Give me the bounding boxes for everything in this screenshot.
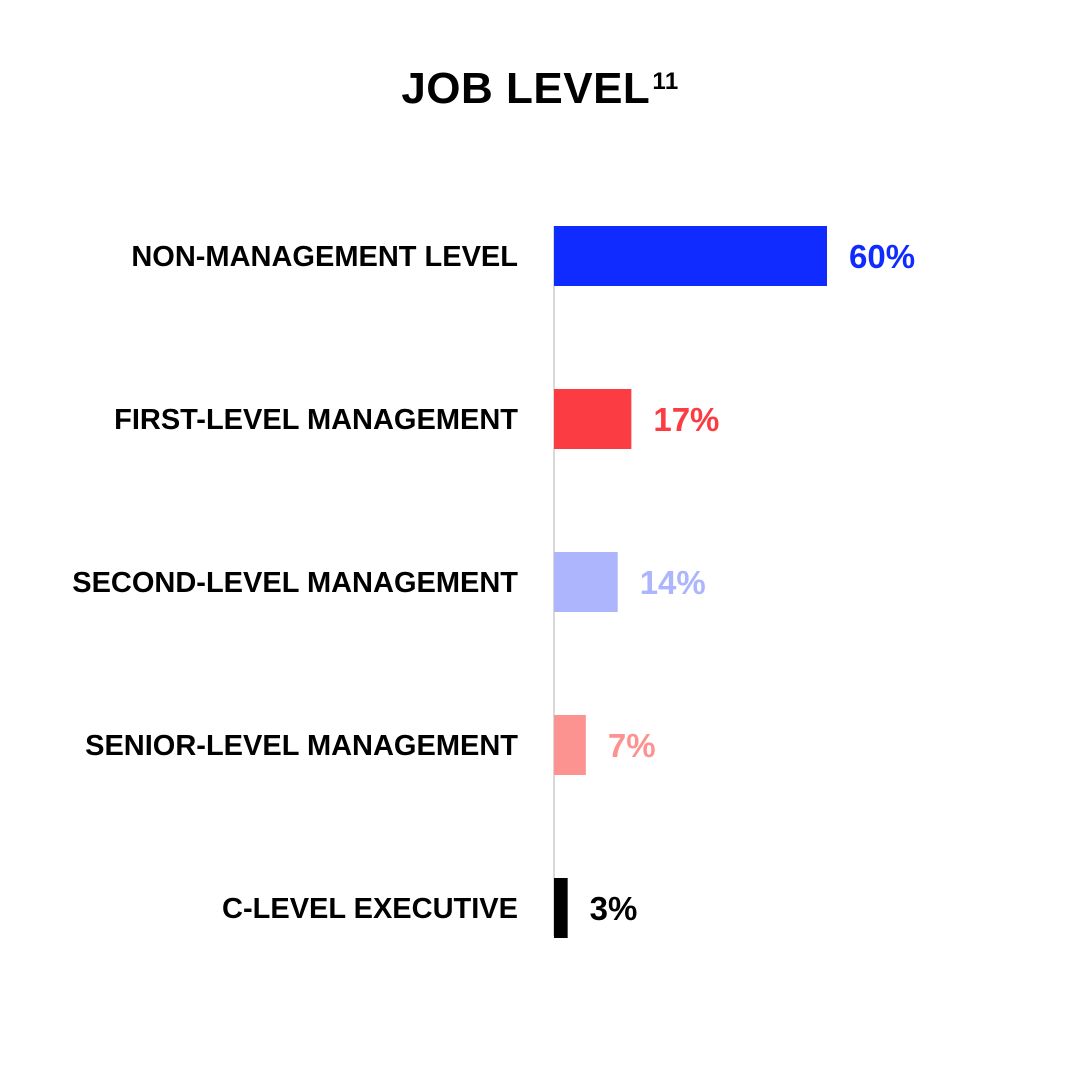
bar <box>554 226 827 286</box>
chart-title-text: JOB LEVEL <box>401 64 651 113</box>
value-label: 14% <box>640 564 706 601</box>
bar-row-second-level-management: SECOND-LEVEL MANAGEMENT 14% <box>72 552 706 612</box>
bar <box>554 389 632 449</box>
bar <box>554 715 586 775</box>
category-label: SECOND-LEVEL MANAGEMENT <box>72 567 518 599</box>
bar-row-c-level-executive: C-LEVEL EXECUTIVE 3% <box>222 878 637 938</box>
category-label: C-LEVEL EXECUTIVE <box>222 893 518 925</box>
value-label: 3% <box>590 890 638 927</box>
category-label: FIRST-LEVEL MANAGEMENT <box>114 404 518 436</box>
bar-row-senior-level-management: SENIOR-LEVEL MANAGEMENT 7% <box>85 715 656 775</box>
chart-title: JOB LEVEL11 <box>0 64 1080 114</box>
bars-layer: NON-MANAGEMENT LEVEL 60% FIRST-LEVEL MANAG… <box>72 226 915 938</box>
category-label: NON-MANAGEMENT LEVEL <box>131 241 518 273</box>
value-label: 60% <box>849 238 915 275</box>
category-label: SENIOR-LEVEL MANAGEMENT <box>85 730 518 762</box>
bar <box>554 552 618 612</box>
value-label: 7% <box>608 727 656 764</box>
chart-title-footnote: 11 <box>652 68 679 95</box>
bar-row-non-management-level: NON-MANAGEMENT LEVEL 60% <box>131 226 915 286</box>
bar <box>554 878 568 938</box>
value-label: 17% <box>653 401 719 438</box>
bar-row-first-level-management: FIRST-LEVEL MANAGEMENT 17% <box>114 389 719 449</box>
